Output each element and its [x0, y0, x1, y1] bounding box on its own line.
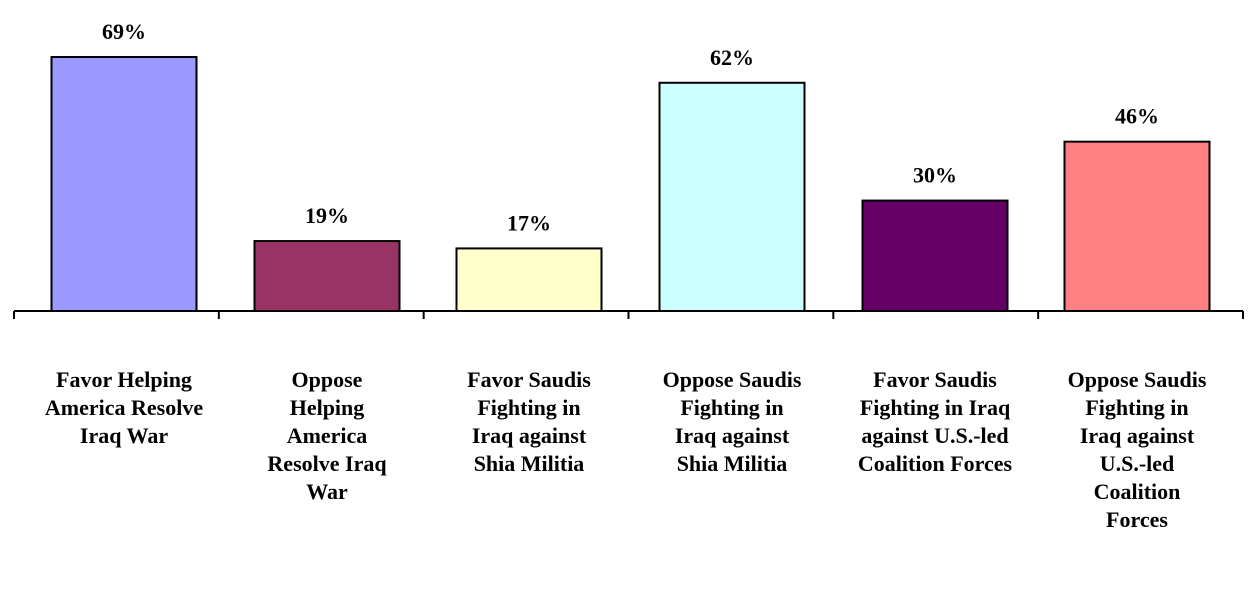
value-label-5: 30%	[913, 163, 957, 188]
category-label-2: Oppose Helping America Resolve Iraq War	[267, 367, 387, 504]
category-label-4: Oppose Saudis Fighting in Iraq against S…	[662, 367, 802, 476]
value-label-6: 46%	[1115, 104, 1159, 129]
bar-6	[1063, 140, 1211, 312]
bar-4	[658, 81, 806, 312]
value-labels-group: 69% 19% 17% 62% 30% 46%	[102, 19, 1159, 235]
value-label-4: 62%	[710, 45, 754, 70]
category-label-6: Oppose Saudis Fighting in Iraq against U…	[1067, 367, 1207, 532]
value-label-1: 69%	[102, 19, 146, 44]
bar-3	[455, 247, 603, 312]
value-label-3: 17%	[507, 210, 551, 235]
bar-2	[253, 240, 401, 312]
category-label-5: Favor Saudis Fighting in Iraq against U.…	[857, 367, 1013, 476]
bars-group	[50, 56, 1211, 312]
bar-5	[861, 199, 1009, 312]
category-label-1: Favor Helping America Resolve Iraq War	[44, 367, 204, 448]
value-label-2: 19%	[305, 203, 349, 228]
x-axis	[13, 310, 1244, 319]
category-label-3: Favor Saudis Fighting in Iraq against Sh…	[467, 367, 591, 476]
bar-1	[50, 56, 198, 312]
